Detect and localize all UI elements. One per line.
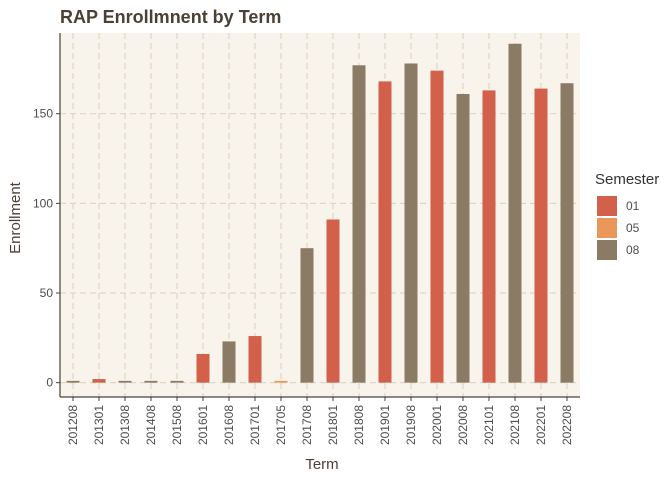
bar-201301 (92, 379, 106, 383)
legend-key-01 (597, 196, 617, 216)
y-tick-label: 0 (46, 376, 53, 390)
bar-202008 (456, 93, 470, 383)
legend-label-01: 01 (626, 199, 640, 213)
x-tick-labels: 201208 201301 201308 201408 201508 201601 2016… (66, 405, 574, 445)
y-axis-title: Enrollment (7, 181, 24, 254)
x-tick-label: 202101 (482, 405, 496, 445)
legend-key-08 (597, 240, 617, 260)
y-tick-label: 50 (40, 286, 54, 300)
y-tick-label: 100 (33, 196, 53, 210)
bar-202108 (508, 43, 522, 383)
legend-title: Semester (595, 171, 659, 188)
bar-201208 (66, 380, 80, 383)
x-tick-label: 201908 (404, 405, 418, 445)
bar-201508 (170, 380, 184, 383)
x-tick-label: 201705 (274, 405, 288, 445)
x-tick-label: 201701 (248, 405, 262, 445)
bar-201908 (404, 63, 418, 383)
legend-key-05 (597, 218, 617, 238)
x-tick-label: 201601 (196, 405, 210, 445)
bar-201708 (300, 248, 314, 383)
y-tick-labels: 0 50 100 150 (33, 107, 53, 390)
y-tick-label: 150 (33, 107, 53, 121)
bar-201801 (326, 219, 340, 383)
legend: Semester 01 05 08 (595, 171, 659, 260)
x-tick-label: 202001 (430, 405, 444, 445)
x-tick-label: 201301 (92, 405, 106, 445)
x-tick-label: 201608 (222, 405, 236, 445)
x-tick-label: 201901 (378, 405, 392, 445)
x-tick-label: 201408 (144, 405, 158, 445)
bar-201705 (274, 380, 288, 383)
x-tick-label: 201308 (118, 405, 132, 445)
bars (66, 43, 574, 383)
x-tick-label: 201708 (300, 405, 314, 445)
x-tick-label: 201808 (352, 405, 366, 445)
x-axis-title: Term (305, 456, 338, 473)
chart-title: RAP Enrollmnent by Term (60, 7, 281, 27)
x-tick-label: 201508 (170, 405, 184, 445)
legend-label-05: 05 (626, 221, 640, 235)
x-tick-label: 202008 (456, 405, 470, 445)
bar-201608 (222, 341, 236, 383)
bar-201601 (196, 353, 210, 383)
bar-201901 (378, 81, 392, 383)
x-tick-label: 202108 (508, 405, 522, 445)
bar-202201 (534, 88, 548, 383)
x-tick-label: 201801 (326, 405, 340, 445)
bar-201808 (352, 65, 366, 383)
bar-202101 (482, 90, 496, 383)
x-tick-label: 201208 (66, 405, 80, 445)
axes (56, 33, 580, 401)
bar-201701 (248, 336, 262, 383)
legend-label-08: 08 (626, 243, 640, 257)
x-tick-label: 202201 (534, 405, 548, 445)
bar-201308 (118, 380, 132, 383)
bar-201408 (144, 380, 158, 383)
plot-panel (60, 33, 580, 397)
x-tick-label: 202208 (560, 405, 574, 445)
bar-202001 (430, 70, 444, 383)
bar-202208 (560, 83, 574, 383)
